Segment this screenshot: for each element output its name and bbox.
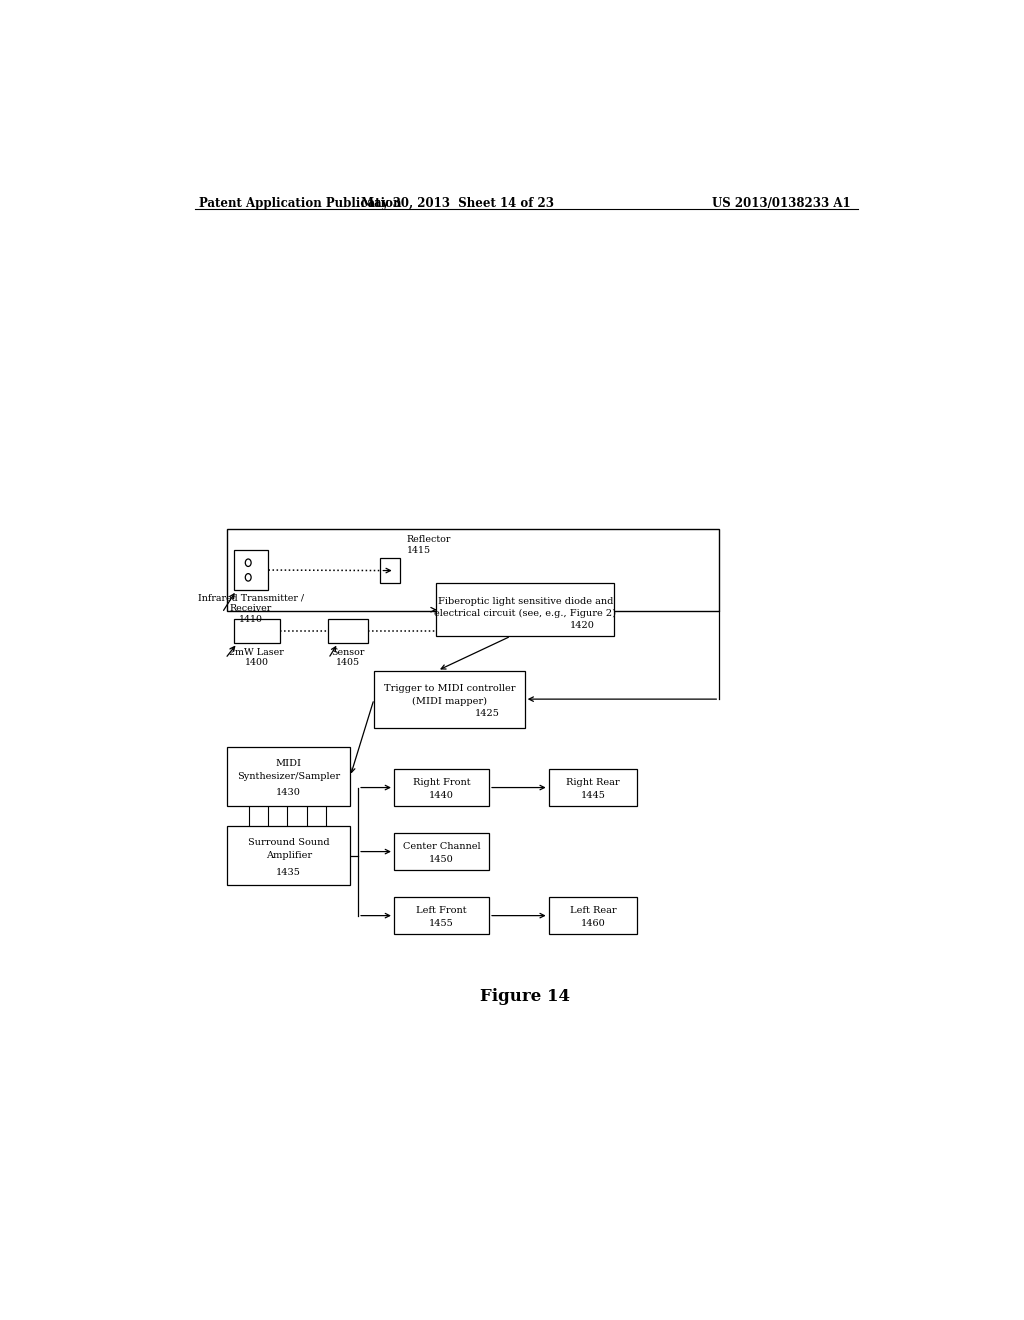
FancyBboxPatch shape: [549, 770, 638, 805]
FancyBboxPatch shape: [436, 583, 614, 636]
Text: Left Front: Left Front: [416, 906, 467, 915]
Text: Amplifier: Amplifier: [265, 851, 311, 861]
FancyBboxPatch shape: [394, 833, 489, 870]
Text: Left Rear: Left Rear: [569, 906, 616, 915]
Text: 1430: 1430: [276, 788, 301, 797]
FancyBboxPatch shape: [227, 747, 350, 805]
FancyBboxPatch shape: [394, 898, 489, 935]
FancyBboxPatch shape: [394, 770, 489, 805]
Text: Center Channel: Center Channel: [402, 842, 480, 850]
Text: Right Front: Right Front: [413, 777, 470, 787]
Text: May 30, 2013  Sheet 14 of 23: May 30, 2013 Sheet 14 of 23: [360, 197, 554, 210]
Text: 1455: 1455: [429, 919, 454, 928]
Text: 1450: 1450: [429, 855, 454, 865]
Text: US 2013/0138233 A1: US 2013/0138233 A1: [712, 197, 850, 210]
FancyBboxPatch shape: [380, 558, 400, 583]
FancyBboxPatch shape: [374, 671, 524, 727]
Text: Infrared Transmitter /
Receiver
1410: Infrared Transmitter / Receiver 1410: [198, 594, 304, 624]
Text: Patent Application Publication: Patent Application Publication: [200, 197, 402, 210]
Text: 1425: 1425: [475, 709, 500, 718]
Text: 1460: 1460: [581, 919, 605, 928]
FancyBboxPatch shape: [233, 619, 280, 643]
Text: Synthesizer/Sampler: Synthesizer/Sampler: [238, 772, 340, 781]
Text: MIDI: MIDI: [275, 759, 302, 768]
Text: 1445: 1445: [581, 791, 605, 800]
Text: Sensor
1405: Sensor 1405: [331, 648, 365, 668]
FancyBboxPatch shape: [328, 619, 368, 643]
Text: Right Rear: Right Rear: [566, 777, 620, 787]
Text: electrical circuit (see, e.g., Figure 2): electrical circuit (see, e.g., Figure 2): [434, 610, 616, 618]
Text: Surround Sound: Surround Sound: [248, 838, 330, 847]
Text: Trigger to MIDI controller: Trigger to MIDI controller: [384, 685, 515, 693]
Text: 2mW Laser
1400: 2mW Laser 1400: [229, 648, 284, 668]
Text: Reflector
1415: Reflector 1415: [407, 535, 451, 554]
FancyBboxPatch shape: [549, 898, 638, 935]
Text: (MIDI mapper): (MIDI mapper): [412, 697, 486, 706]
Text: Figure 14: Figure 14: [480, 989, 569, 1006]
FancyBboxPatch shape: [233, 549, 268, 590]
Text: Fiberoptic light sensitive diode and: Fiberoptic light sensitive diode and: [437, 597, 613, 606]
Text: 1435: 1435: [276, 867, 301, 876]
Text: 1420: 1420: [570, 622, 595, 631]
FancyBboxPatch shape: [227, 826, 350, 886]
Text: 1440: 1440: [429, 791, 454, 800]
